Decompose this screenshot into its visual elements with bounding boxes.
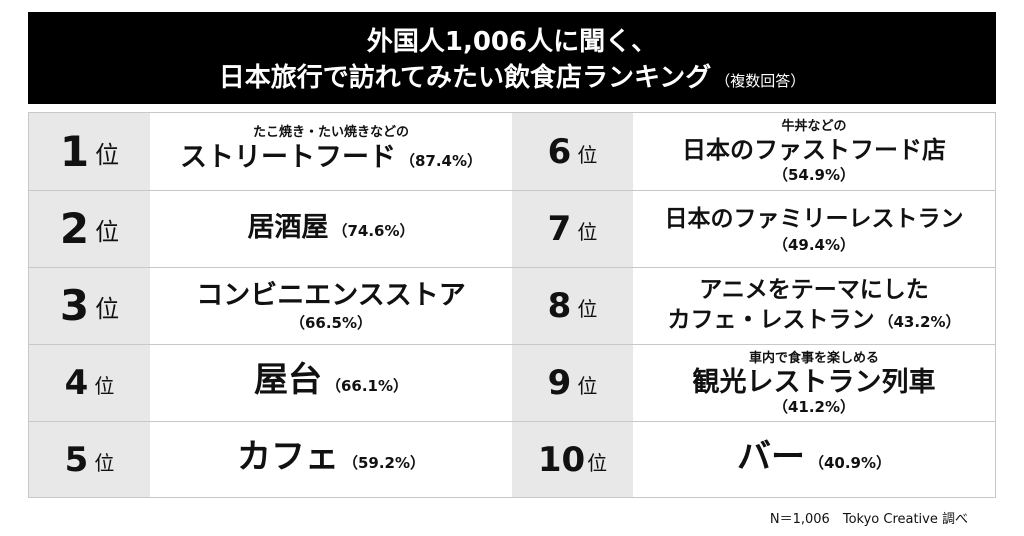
item-name-line: ストリートフード （87.4%）	[180, 141, 482, 178]
title-banner: 外国人1,006人に聞く、 日本旅行で訪れてみたい飲食店ランキング （複数回答）	[28, 12, 996, 104]
item-name-line: カフェ （59.2%）	[237, 437, 425, 483]
item-cell: 屋台 （66.1%）	[150, 345, 512, 421]
rank-number: 8	[547, 286, 572, 326]
rank-number: 2	[59, 204, 90, 253]
item-percent: （87.4%）	[399, 152, 483, 170]
rank-number: 10	[537, 439, 586, 480]
rank-number: 4	[64, 363, 89, 403]
rank-number: 7	[547, 209, 572, 249]
item-cell: バー （40.9%）	[633, 422, 995, 497]
rank-number: 3	[59, 281, 90, 330]
rank-row-10: 10 位 バー （40.9%）	[512, 421, 995, 497]
item-percent: （40.9%）	[808, 453, 892, 472]
item-name-line-1: アニメをテーマにした	[699, 277, 929, 303]
rank-suffix: 位	[577, 142, 598, 167]
item-percent: （74.6%）	[332, 221, 415, 240]
item-name-line: バー （40.9%）	[737, 437, 891, 483]
rank-number: 1	[59, 126, 90, 176]
item-percent: （59.2%）	[342, 453, 426, 472]
item-cell: コンビニエンスストア （66.5%）	[150, 268, 512, 344]
item-name: 屋台	[253, 360, 322, 400]
item-name: バー	[736, 436, 805, 477]
item-name: カフェ・レストラン	[667, 307, 875, 333]
rank-cell: 10 位	[512, 422, 633, 497]
rank-number: 6	[547, 131, 572, 172]
rank-suffix: 位	[94, 374, 115, 398]
rank-suffix: 位	[95, 295, 120, 323]
rank-suffix: 位	[587, 450, 608, 475]
item-cell: 居酒屋 （74.6%）	[150, 191, 512, 267]
item-name: コンビニエンスストア	[196, 280, 466, 311]
title-main: 日本旅行で訪れてみたい飲食店ランキング	[218, 63, 712, 93]
title-line-2: 日本旅行で訪れてみたい飲食店ランキング （複数回答）	[28, 62, 996, 97]
item-percent: （66.5%）	[289, 314, 373, 332]
item-name-line: 屋台 （66.1%）	[254, 360, 408, 406]
item-percent: （43.2%）	[878, 313, 961, 331]
rank-number: 9	[547, 363, 572, 403]
item-name: ストリートフード	[179, 142, 396, 173]
item-cell: 車内で食事を楽しめる 観光レストラン列車 （41.2%）	[633, 345, 995, 421]
item-prefix: 車内で食事を楽しめる	[748, 351, 879, 366]
rank-suffix: 位	[95, 218, 120, 246]
item-cell: アニメをテーマにした カフェ・レストラン （43.2%）	[633, 268, 995, 344]
item-prefix: たこ焼き・たい焼きなどの	[252, 125, 409, 140]
item-name: 観光レストラン列車	[692, 367, 936, 398]
item-percent: （66.1%）	[325, 377, 409, 395]
item-name: 日本のファミリーレストラン	[664, 206, 964, 232]
rank-number: 5	[64, 439, 89, 480]
item-cell: カフェ （59.2%）	[150, 422, 512, 497]
item-cell: たこ焼き・たい焼きなどの ストリートフード （87.4%）	[150, 113, 512, 190]
title-note: （複数回答）	[715, 72, 806, 90]
item-cell: 牛丼などの 日本のファストフード店 （54.9%）	[633, 113, 995, 190]
item-name: 居酒屋	[247, 211, 329, 243]
item-percent: （41.2%）	[772, 398, 856, 416]
item-percent: （49.4%）	[772, 236, 856, 254]
rank-suffix: 位	[95, 140, 120, 169]
item-name-line: 居酒屋 （74.6%）	[247, 211, 414, 248]
rank-suffix: 位	[577, 374, 598, 398]
rank-suffix: 位	[94, 450, 115, 475]
item-name-line: カフェ・レストラン （43.2%）	[667, 305, 960, 337]
item-prefix: 牛丼などの	[781, 118, 847, 134]
source-note: N＝1,006 Tokyo Creative 調べ	[769, 512, 968, 527]
item-name: カフェ	[236, 436, 339, 477]
item-percent: （54.9%）	[772, 165, 856, 184]
rank-suffix: 位	[577, 297, 598, 321]
item-name: 日本のファストフード店	[682, 135, 946, 164]
rank-suffix: 位	[577, 220, 598, 244]
title-line-1: 外国人1,006人に聞く、	[366, 27, 658, 57]
item-cell: 日本のファミリーレストラン （49.4%）	[633, 191, 995, 267]
